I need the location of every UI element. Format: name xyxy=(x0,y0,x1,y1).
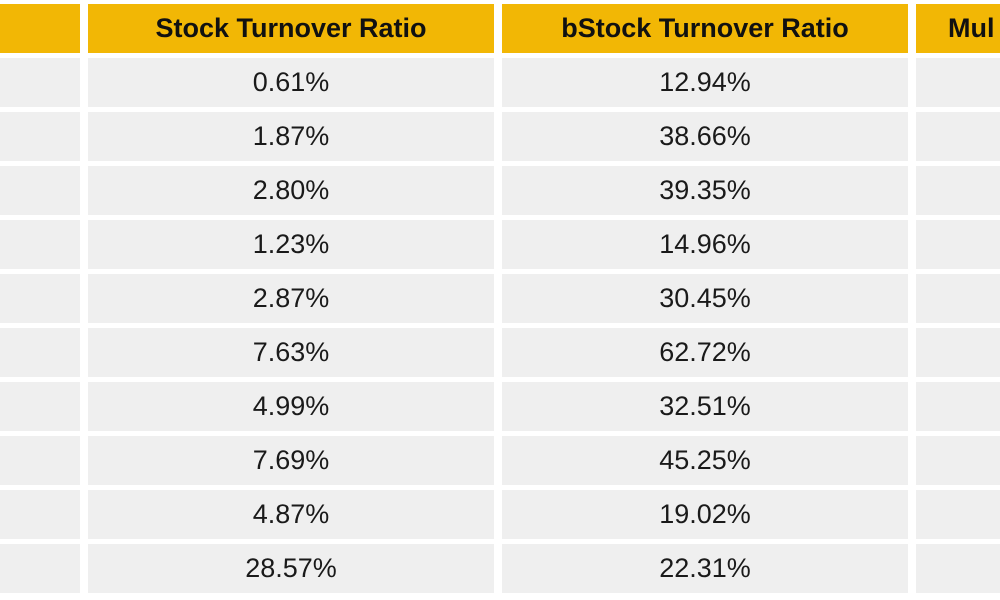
table-cell: 7.63% xyxy=(88,328,494,377)
table-cell xyxy=(0,220,80,269)
table-cell xyxy=(916,436,1000,485)
table-cell xyxy=(916,544,1000,593)
table-cell: 4.87% xyxy=(88,490,494,539)
table-cell: 45.25% xyxy=(502,436,908,485)
table-cell: 30.45% xyxy=(502,274,908,323)
table-cell: 12.94% xyxy=(502,58,908,107)
table-cell xyxy=(0,112,80,161)
table-cell xyxy=(0,274,80,323)
table-cell xyxy=(916,220,1000,269)
header-col-0 xyxy=(0,4,80,53)
table-cell: 32.51% xyxy=(502,382,908,431)
table-cell xyxy=(0,166,80,215)
table-cell: 38.66% xyxy=(502,112,908,161)
table-cell: 62.72% xyxy=(502,328,908,377)
table-cell xyxy=(916,382,1000,431)
table-cell xyxy=(0,328,80,377)
table-cell xyxy=(916,274,1000,323)
table-cell: 4.99% xyxy=(88,382,494,431)
header-col-3: Mul xyxy=(916,4,1000,53)
table-cell: 7.69% xyxy=(88,436,494,485)
table-cell: 39.35% xyxy=(502,166,908,215)
table-cell: 2.87% xyxy=(88,274,494,323)
table-cell xyxy=(0,490,80,539)
table-cell: 0.61% xyxy=(88,58,494,107)
table-cell xyxy=(916,58,1000,107)
table-cell: 28.57% xyxy=(88,544,494,593)
table-cell xyxy=(0,58,80,107)
table-cell xyxy=(0,436,80,485)
table-cell xyxy=(0,382,80,431)
table-cell: 22.31% xyxy=(502,544,908,593)
table-cell xyxy=(916,166,1000,215)
table-cell xyxy=(916,328,1000,377)
table-cell: 19.02% xyxy=(502,490,908,539)
table-cell: 1.23% xyxy=(88,220,494,269)
table-cell xyxy=(0,544,80,593)
header-stock-turnover-ratio: Stock Turnover Ratio xyxy=(88,4,494,53)
table-cell: 14.96% xyxy=(502,220,908,269)
table-cell xyxy=(916,112,1000,161)
table-cell: 2.80% xyxy=(88,166,494,215)
header-bstock-turnover-ratio: bStock Turnover Ratio xyxy=(502,4,908,53)
table-cell: 1.87% xyxy=(88,112,494,161)
table-cell xyxy=(916,490,1000,539)
